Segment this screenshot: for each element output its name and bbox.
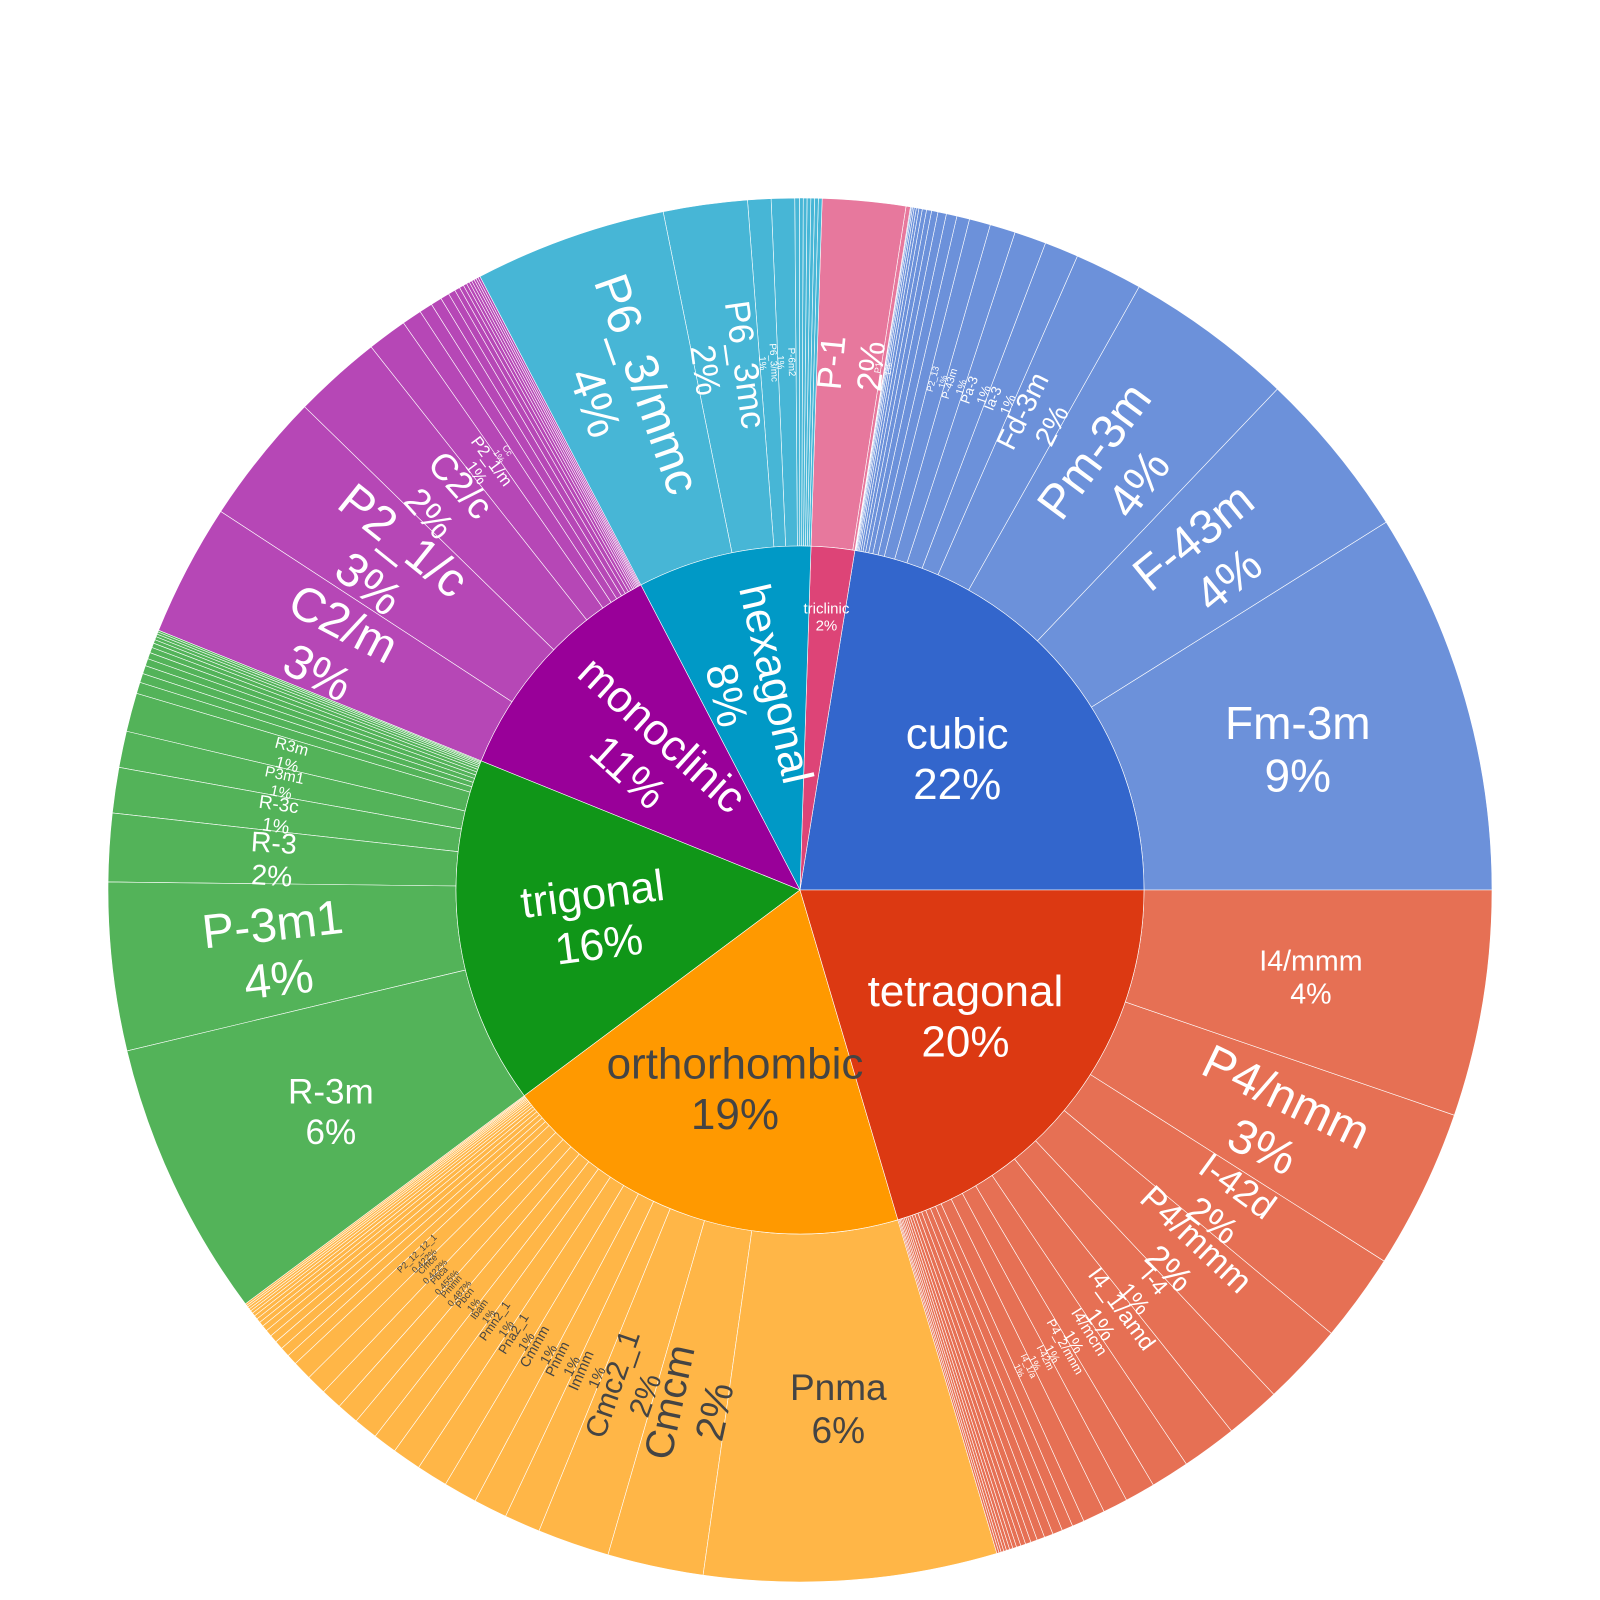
- label-triclinic: triclinic 2%: [804, 600, 850, 634]
- label-orthorhombic: orthorhombic 19%: [607, 1039, 864, 1139]
- outer-ring: [107, 197, 1493, 1583]
- sector-cubic[interactable]: [799, 550, 1145, 891]
- label-cubic: cubic 22%: [906, 710, 1009, 810]
- label-r-3m: R-3m 6%: [288, 1073, 374, 1152]
- label-tetragonal: tetragonal 20%: [868, 967, 1064, 1067]
- label-r-3c: R-3c1%: [254, 792, 300, 840]
- sector-orthorhombic[interactable]: [523, 889, 899, 1235]
- label-p2-13: P2_131%: [925, 365, 951, 395]
- sector-hexagonal[interactable]: [640, 545, 812, 892]
- label-pa-3: Pa-31%: [958, 374, 996, 411]
- sector-tetragonal[interactable]: [799, 889, 1145, 1221]
- label-p-1: P-12%: [811, 334, 894, 395]
- label-i4-mmm: I4/mmm 4%: [1259, 946, 1362, 1011]
- label-p-6m2: P-6m21%: [774, 348, 797, 377]
- sector-monoclinic[interactable]: [480, 584, 801, 891]
- label-pnma: Pnma 6%: [790, 1366, 887, 1451]
- label-p1: P11%: [872, 361, 894, 377]
- label-fm-3m: Fm-3m 9%: [1225, 697, 1371, 802]
- label-r-3: R-32%: [248, 826, 298, 893]
- sector-trigonal[interactable]: [455, 760, 801, 1097]
- inner-ring: [455, 545, 1145, 1235]
- label-p6-3-mc: P6_3/mc1%: [755, 343, 779, 383]
